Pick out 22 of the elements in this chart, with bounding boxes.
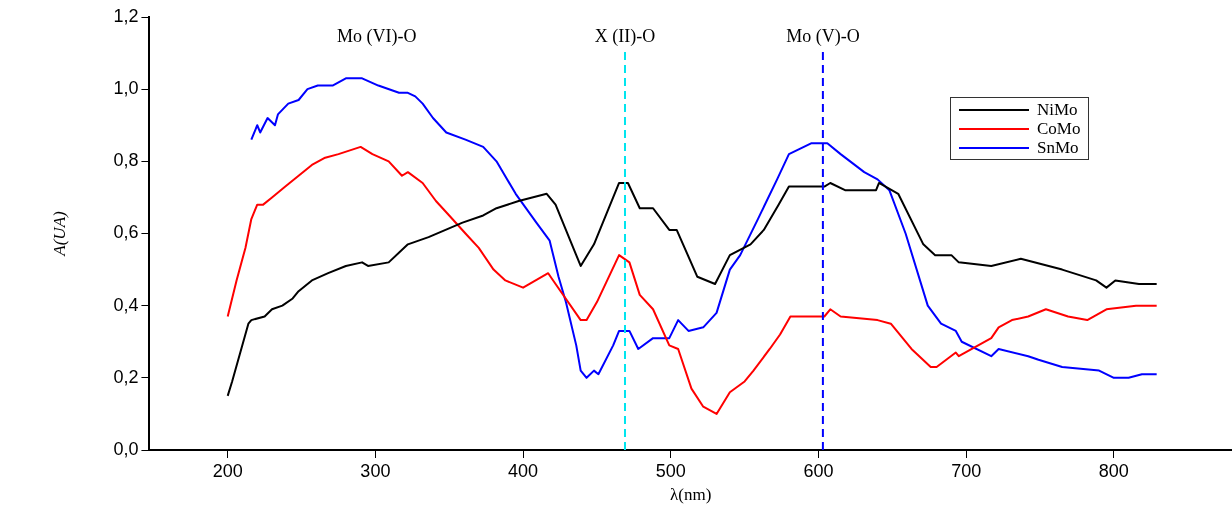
x-tick-label: 500 — [655, 460, 686, 481]
y-tick-label: 0,2 — [113, 366, 139, 387]
ref-line-label: Mo (V)-O — [786, 25, 860, 47]
y-tick-label: 0,8 — [113, 150, 139, 171]
x-tick-label: 600 — [803, 460, 834, 481]
x-tick-label: 200 — [212, 460, 243, 481]
y-axis-title: A(UA) — [49, 210, 69, 257]
y-tick-label: 1,0 — [113, 78, 139, 99]
y-tick-label: 1,2 — [113, 5, 139, 26]
x-tick-label: 400 — [508, 460, 539, 481]
annotation: Mo (VI)-O — [337, 25, 417, 47]
legend-label: SnMo — [1037, 137, 1079, 158]
x-tick-label: 300 — [360, 460, 391, 481]
x-axis-title: λ(nm) — [670, 485, 712, 505]
x-tick-label: 700 — [951, 460, 982, 481]
legend-label: CoMo — [1037, 118, 1081, 139]
ref-line-label: X (II)-O — [594, 25, 656, 47]
legend-label: NiMo — [1037, 99, 1078, 120]
y-tick-label: 0,6 — [113, 222, 139, 243]
x-tick-label: 800 — [1098, 460, 1129, 481]
y-tick-label: 0,4 — [113, 294, 139, 315]
y-tick-label: 0,0 — [113, 438, 139, 459]
